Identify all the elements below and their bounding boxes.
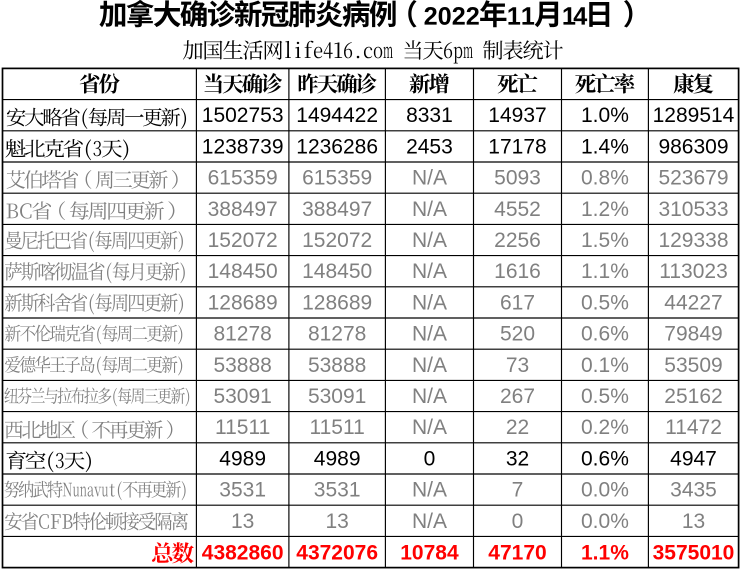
svg-text:1.0%: 1.0% [581, 104, 629, 127]
svg-text:N/A: N/A [412, 291, 447, 314]
svg-text:2453: 2453 [406, 135, 453, 158]
svg-text:13: 13 [231, 510, 254, 533]
svg-text:13: 13 [325, 510, 348, 533]
svg-text:113023: 113023 [659, 260, 728, 283]
svg-text:129338: 129338 [658, 229, 728, 252]
svg-text:1.1%: 1.1% [581, 541, 629, 564]
svg-text:0.1%: 0.1% [581, 354, 629, 377]
svg-text:148450: 148450 [302, 260, 372, 283]
svg-text:0.5%: 0.5% [581, 291, 629, 314]
svg-text:7: 7 [512, 479, 524, 502]
svg-text:4989: 4989 [219, 447, 266, 470]
svg-text:81278: 81278 [308, 323, 366, 346]
svg-text:0.0%: 0.0% [581, 479, 629, 502]
svg-text:0.6%: 0.6% [581, 323, 629, 346]
svg-text:152072: 152072 [302, 229, 372, 252]
svg-text:1616: 1616 [494, 260, 541, 283]
svg-text:17178: 17178 [488, 135, 546, 158]
svg-text:128689: 128689 [208, 291, 278, 314]
svg-text:N/A: N/A [412, 510, 447, 533]
svg-text:53091: 53091 [308, 385, 366, 408]
svg-text:615359: 615359 [208, 167, 278, 190]
svg-text:4552: 4552 [494, 198, 541, 221]
svg-text:22: 22 [506, 416, 529, 439]
svg-text:47170: 47170 [488, 541, 546, 564]
svg-text:81278: 81278 [213, 323, 271, 346]
svg-text:148450: 148450 [208, 260, 278, 283]
svg-text:4989: 4989 [314, 447, 361, 470]
svg-text:1236286: 1236286 [296, 135, 378, 158]
svg-text:4372076: 4372076 [296, 541, 378, 564]
svg-text:986309: 986309 [658, 135, 728, 158]
svg-text:1.2%: 1.2% [581, 198, 629, 221]
svg-text:N/A: N/A [412, 198, 447, 221]
svg-text:388497: 388497 [302, 198, 372, 221]
svg-text:0.6%: 0.6% [581, 447, 629, 470]
svg-text:11511: 11511 [215, 416, 270, 439]
svg-text:3531: 3531 [314, 479, 361, 502]
svg-text:267: 267 [500, 385, 535, 408]
svg-text:3531: 3531 [219, 479, 266, 502]
svg-text:44227: 44227 [664, 291, 722, 314]
svg-text:11511: 11511 [310, 416, 365, 439]
svg-text:13: 13 [682, 510, 705, 533]
svg-text:25162: 25162 [664, 385, 722, 408]
svg-text:53888: 53888 [308, 354, 366, 377]
svg-text:1238739: 1238739 [202, 135, 284, 158]
svg-text:615359: 615359 [302, 167, 372, 190]
svg-text:310533: 310533 [658, 198, 728, 221]
svg-text:14937: 14937 [488, 104, 546, 127]
svg-text:32: 32 [506, 447, 529, 470]
svg-text:10784: 10784 [400, 541, 459, 564]
svg-text:3435: 3435 [670, 479, 717, 502]
svg-text:617: 617 [500, 291, 535, 314]
svg-text:1289514: 1289514 [653, 104, 735, 127]
svg-text:79849: 79849 [664, 323, 722, 346]
svg-text:0.8%: 0.8% [581, 167, 629, 190]
svg-text:0.5%: 0.5% [581, 385, 629, 408]
svg-text:0.2%: 0.2% [581, 416, 629, 439]
svg-text:11472: 11472 [665, 416, 722, 439]
svg-text:128689: 128689 [302, 291, 372, 314]
svg-text:523679: 523679 [658, 167, 728, 190]
svg-text:152072: 152072 [208, 229, 278, 252]
svg-text:53509: 53509 [664, 354, 722, 377]
svg-text:53091: 53091 [213, 385, 271, 408]
svg-text:3575010: 3575010 [653, 541, 735, 564]
svg-text:1.4%: 1.4% [581, 135, 629, 158]
svg-text:N/A: N/A [412, 479, 447, 502]
svg-text:5093: 5093 [494, 167, 541, 190]
svg-text:1.1%: 1.1% [581, 260, 629, 283]
svg-text:N/A: N/A [412, 354, 447, 377]
svg-text:73: 73 [506, 354, 529, 377]
svg-text:N/A: N/A [412, 229, 447, 252]
svg-text:8331: 8331 [406, 104, 453, 127]
svg-text:2256: 2256 [494, 229, 541, 252]
svg-text:N/A: N/A [412, 416, 447, 439]
svg-text:0.0%: 0.0% [581, 510, 629, 533]
svg-text:0: 0 [512, 510, 524, 533]
svg-text:53888: 53888 [213, 354, 271, 377]
svg-text:4382860: 4382860 [202, 541, 284, 564]
svg-text:1.5%: 1.5% [581, 229, 629, 252]
svg-text:4947: 4947 [670, 447, 717, 470]
svg-text:388497: 388497 [208, 198, 278, 221]
svg-text:N/A: N/A [412, 260, 447, 283]
svg-text:520: 520 [500, 323, 535, 346]
svg-text:N/A: N/A [412, 385, 447, 408]
svg-text:N/A: N/A [412, 323, 447, 346]
svg-text:1494422: 1494422 [296, 104, 378, 127]
svg-text:1502753: 1502753 [202, 104, 284, 127]
svg-text:0: 0 [424, 447, 436, 470]
svg-text:N/A: N/A [412, 167, 447, 190]
